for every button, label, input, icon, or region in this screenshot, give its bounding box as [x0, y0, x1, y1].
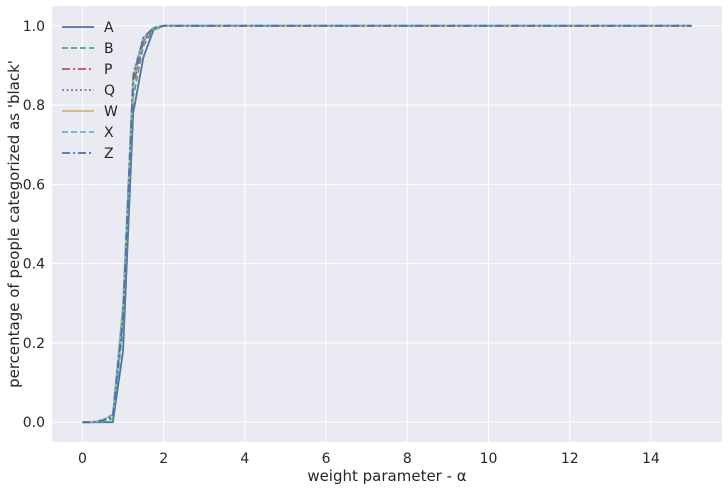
y-tick-label: 0.8 [23, 98, 45, 114]
x-tick-label: 10 [480, 451, 498, 467]
y-tick-label: 0.0 [23, 415, 45, 431]
legend-label-q: Q [104, 83, 115, 99]
legend-label-b: B [104, 41, 114, 57]
x-tick-label: 0 [78, 451, 87, 467]
legend-label-a: A [104, 20, 114, 36]
plot-area [52, 6, 722, 442]
x-axis-label: weight parameter - α [307, 467, 466, 485]
y-axis-label: percentage of people categorized as 'bla… [5, 60, 23, 388]
tick-labels: 0 2 4 6 8 10 12 14 0.0 0.2 0.4 0.6 0.8 1.0 [23, 19, 660, 467]
series-lines [82, 24, 692, 424]
legend-label-p: P [104, 62, 112, 78]
x-tick-label: 2 [159, 451, 168, 467]
y-tick-label: 0.2 [23, 336, 45, 352]
series-line-z [82, 24, 692, 424]
legend-label-w: W [104, 104, 118, 120]
x-tick-label: 6 [322, 451, 331, 467]
legend-label-z: Z [104, 146, 114, 162]
y-tick-label: 0.6 [23, 177, 45, 193]
legend-label-x: X [104, 125, 114, 141]
y-tick-label: 1.0 [23, 19, 45, 35]
x-tick-label: 12 [561, 451, 579, 467]
x-tick-label: 14 [642, 451, 660, 467]
x-tick-label: 8 [403, 451, 412, 467]
y-tick-label: 0.4 [23, 257, 45, 273]
x-tick-label: 4 [240, 451, 249, 467]
